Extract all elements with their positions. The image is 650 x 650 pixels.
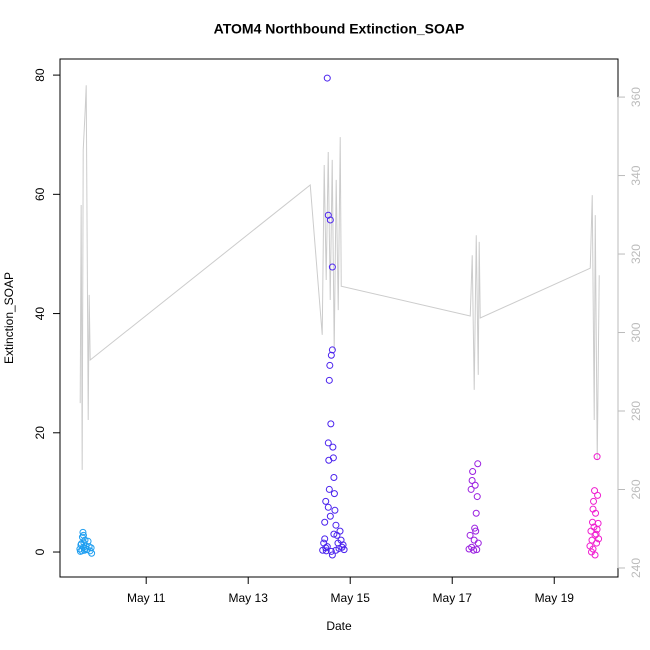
point (326, 512, 334, 520)
point (325, 376, 333, 384)
point (466, 531, 474, 539)
point (323, 543, 331, 551)
point (327, 547, 335, 555)
point (339, 541, 347, 549)
point (76, 547, 84, 555)
point (593, 539, 601, 547)
point (84, 537, 92, 545)
x-tick-label: May 13 (229, 591, 269, 605)
point (323, 74, 331, 82)
point (328, 263, 336, 271)
y2-tick-label: 300 (629, 322, 643, 342)
point (591, 531, 599, 539)
point (469, 468, 477, 476)
y-axis-label: Extinction_SOAP (2, 272, 16, 364)
point (79, 528, 87, 536)
point (328, 551, 336, 559)
point (593, 453, 601, 461)
point (322, 544, 330, 552)
point (87, 544, 95, 552)
y2-tick-label: 260 (629, 479, 643, 499)
point (332, 546, 340, 554)
point (321, 518, 329, 526)
point (326, 216, 334, 224)
point (329, 454, 337, 462)
point (327, 420, 335, 428)
point (590, 497, 598, 505)
point (474, 460, 482, 468)
point (591, 487, 599, 495)
point (589, 505, 597, 513)
point (324, 439, 332, 447)
point (593, 525, 601, 533)
y2-tick-label: 240 (629, 558, 643, 578)
point (77, 540, 85, 548)
point (336, 527, 344, 535)
chart-title: ATOM4 Northbound Extinction_SOAP (214, 21, 465, 37)
point (591, 551, 599, 559)
point (324, 503, 332, 511)
point (340, 546, 348, 554)
y2-tick-label: 340 (629, 165, 643, 185)
line (79, 85, 600, 470)
point (471, 524, 479, 532)
point (467, 485, 475, 493)
point (330, 474, 338, 482)
point (327, 351, 335, 359)
point (330, 490, 338, 498)
point (472, 509, 480, 517)
point (473, 493, 481, 501)
y-tick-label: 20 (33, 426, 47, 440)
y2-tick-label: 280 (629, 401, 643, 421)
point (322, 497, 330, 505)
x-axis-label: Date (326, 619, 352, 633)
point (326, 361, 334, 369)
point (322, 547, 330, 555)
x-tick-label: May 15 (331, 591, 371, 605)
point (472, 527, 480, 535)
point (595, 535, 603, 543)
point (471, 481, 479, 489)
point (331, 506, 339, 514)
y-tick-label: 80 (33, 68, 47, 82)
point (330, 530, 338, 538)
point (79, 531, 87, 539)
point (332, 521, 340, 529)
point (329, 443, 337, 451)
x-tick-label: May 19 (535, 591, 575, 605)
point (325, 485, 333, 493)
y2-tick-label: 320 (629, 244, 643, 264)
x-tick-label: May 17 (433, 591, 473, 605)
point (328, 346, 336, 354)
point (468, 476, 476, 484)
x-tick-label: May 11 (127, 591, 166, 605)
point (594, 491, 602, 499)
point (321, 535, 329, 543)
y2-tick-label: 360 (629, 87, 643, 107)
y-tick-label: 60 (33, 187, 47, 201)
y-tick-label: 0 (33, 548, 47, 555)
point (470, 536, 478, 544)
point (594, 519, 602, 527)
point (474, 539, 482, 547)
y-tick-label: 40 (33, 307, 47, 321)
point (88, 549, 96, 557)
point (473, 546, 481, 554)
